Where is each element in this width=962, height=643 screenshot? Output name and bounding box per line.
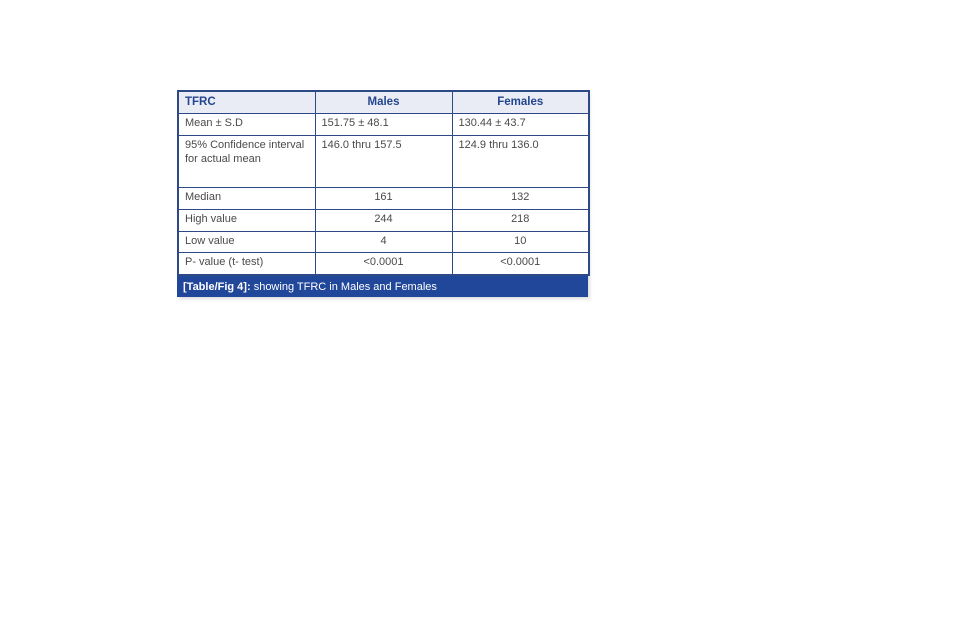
males-value: 244 — [314, 208, 453, 232]
females-value: 10 — [451, 230, 590, 254]
females-value: <0.0001 — [451, 252, 590, 276]
females-value: 132 — [451, 187, 590, 210]
row-label: High value — [177, 208, 316, 232]
header-cell-females: Females — [451, 90, 590, 115]
table-caption-bar: [Table/Fig 4]: showing TFRC in Males and… — [177, 276, 588, 298]
caption-figure-label: [Table/Fig 4]: — [183, 280, 251, 293]
header-cell-males: Males — [314, 90, 453, 115]
females-value: 130.44 ± 43.7 — [451, 113, 590, 137]
males-value: 4 — [314, 230, 453, 254]
table-row-median: Median 161 132 — [177, 187, 590, 210]
males-value: 151.75 ± 48.1 — [314, 113, 453, 137]
table-row-mean: Mean ± S.D 151.75 ± 48.1 130.44 ± 43.7 — [177, 113, 590, 137]
tfrc-stats-table-figure: TFRC Males Females Mean ± S.D 151.75 ± 4… — [177, 90, 590, 298]
table-row-high-value: High value 244 218 — [177, 208, 590, 232]
males-value: 146.0 thru 157.5 — [314, 135, 453, 189]
table-row-confidence-interval: 95% Confidence interval for actual mean … — [177, 135, 590, 189]
table-row-low-value: Low value 4 10 — [177, 230, 590, 254]
tfrc-stats-table: TFRC Males Females Mean ± S.D 151.75 ± 4… — [177, 90, 590, 277]
row-label: 95% Confidence interval for actual mean — [177, 135, 316, 189]
table-row-p-value: P- value (t- test) <0.0001 <0.0001 — [177, 252, 590, 276]
header-row: TFRC Males Females — [177, 90, 590, 115]
row-label: Low value — [177, 230, 316, 254]
males-value: 161 — [314, 187, 453, 210]
row-label: Median — [177, 187, 316, 210]
caption-text: showing TFRC in Males and Females — [250, 280, 437, 293]
row-label: P- value (t- test) — [177, 252, 316, 276]
females-value: 218 — [451, 208, 590, 232]
males-value: <0.0001 — [314, 252, 453, 276]
header-cell-tfrc: TFRC — [177, 90, 316, 115]
females-value: 124.9 thru 136.0 — [451, 135, 590, 189]
row-label: Mean ± S.D — [177, 113, 316, 137]
